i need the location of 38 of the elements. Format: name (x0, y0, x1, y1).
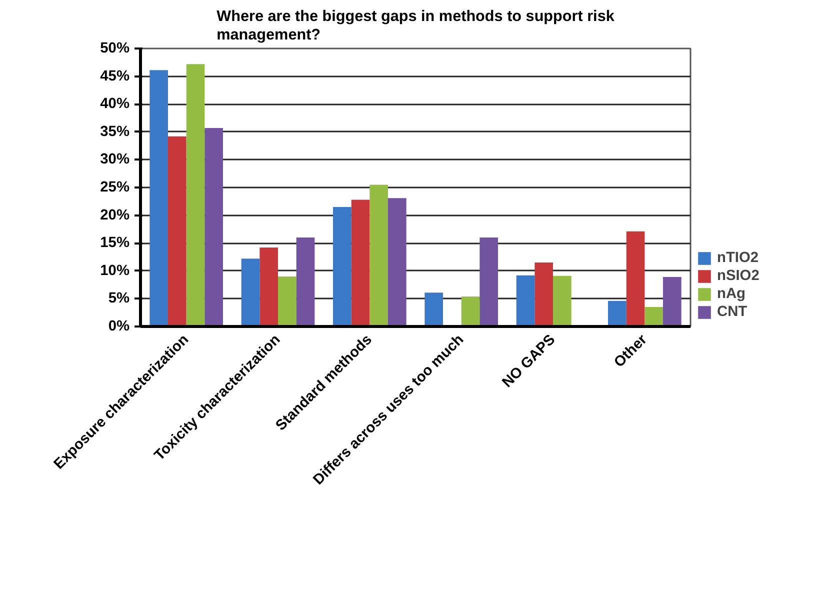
y-tick-label: 20% (100, 207, 130, 224)
bar (553, 276, 572, 326)
bar (351, 200, 370, 326)
y-tick-label: 0% (108, 318, 130, 334)
bar (424, 292, 443, 326)
y-tick-label: 30% (100, 152, 130, 168)
bar (461, 296, 480, 326)
bar (608, 300, 626, 326)
bar (241, 258, 260, 326)
bar (534, 262, 553, 326)
y-tick-label: 10% (100, 262, 130, 279)
bar (644, 307, 663, 326)
bar (186, 64, 205, 326)
bar (333, 206, 352, 326)
bar (150, 70, 168, 326)
y-tick-label: 40% (100, 96, 130, 112)
bar (516, 275, 535, 326)
bar (370, 184, 388, 326)
bar (480, 238, 498, 326)
legend-label: nSIO2 (717, 268, 760, 284)
y-tick-label: 5% (108, 290, 130, 307)
y-tick-label: 45% (100, 68, 130, 84)
chart-title: Where are the biggest gaps in methods to support risk management? (216, 8, 615, 44)
legend-label: CNT (717, 304, 748, 320)
y-tick-label: 50% (100, 40, 130, 56)
bar (296, 238, 315, 326)
bar (260, 248, 278, 326)
bar (388, 198, 406, 326)
y-tick-label: 35% (100, 124, 130, 140)
y-tick-label: 25% (100, 180, 130, 196)
y-tick-label: 15% (100, 235, 130, 252)
legend-label: nAg (717, 286, 746, 302)
bar (626, 231, 645, 326)
bar (278, 276, 296, 326)
bar (168, 136, 186, 326)
bar (663, 277, 682, 326)
bar (204, 128, 223, 326)
legend-label: nTIO2 (717, 250, 759, 266)
